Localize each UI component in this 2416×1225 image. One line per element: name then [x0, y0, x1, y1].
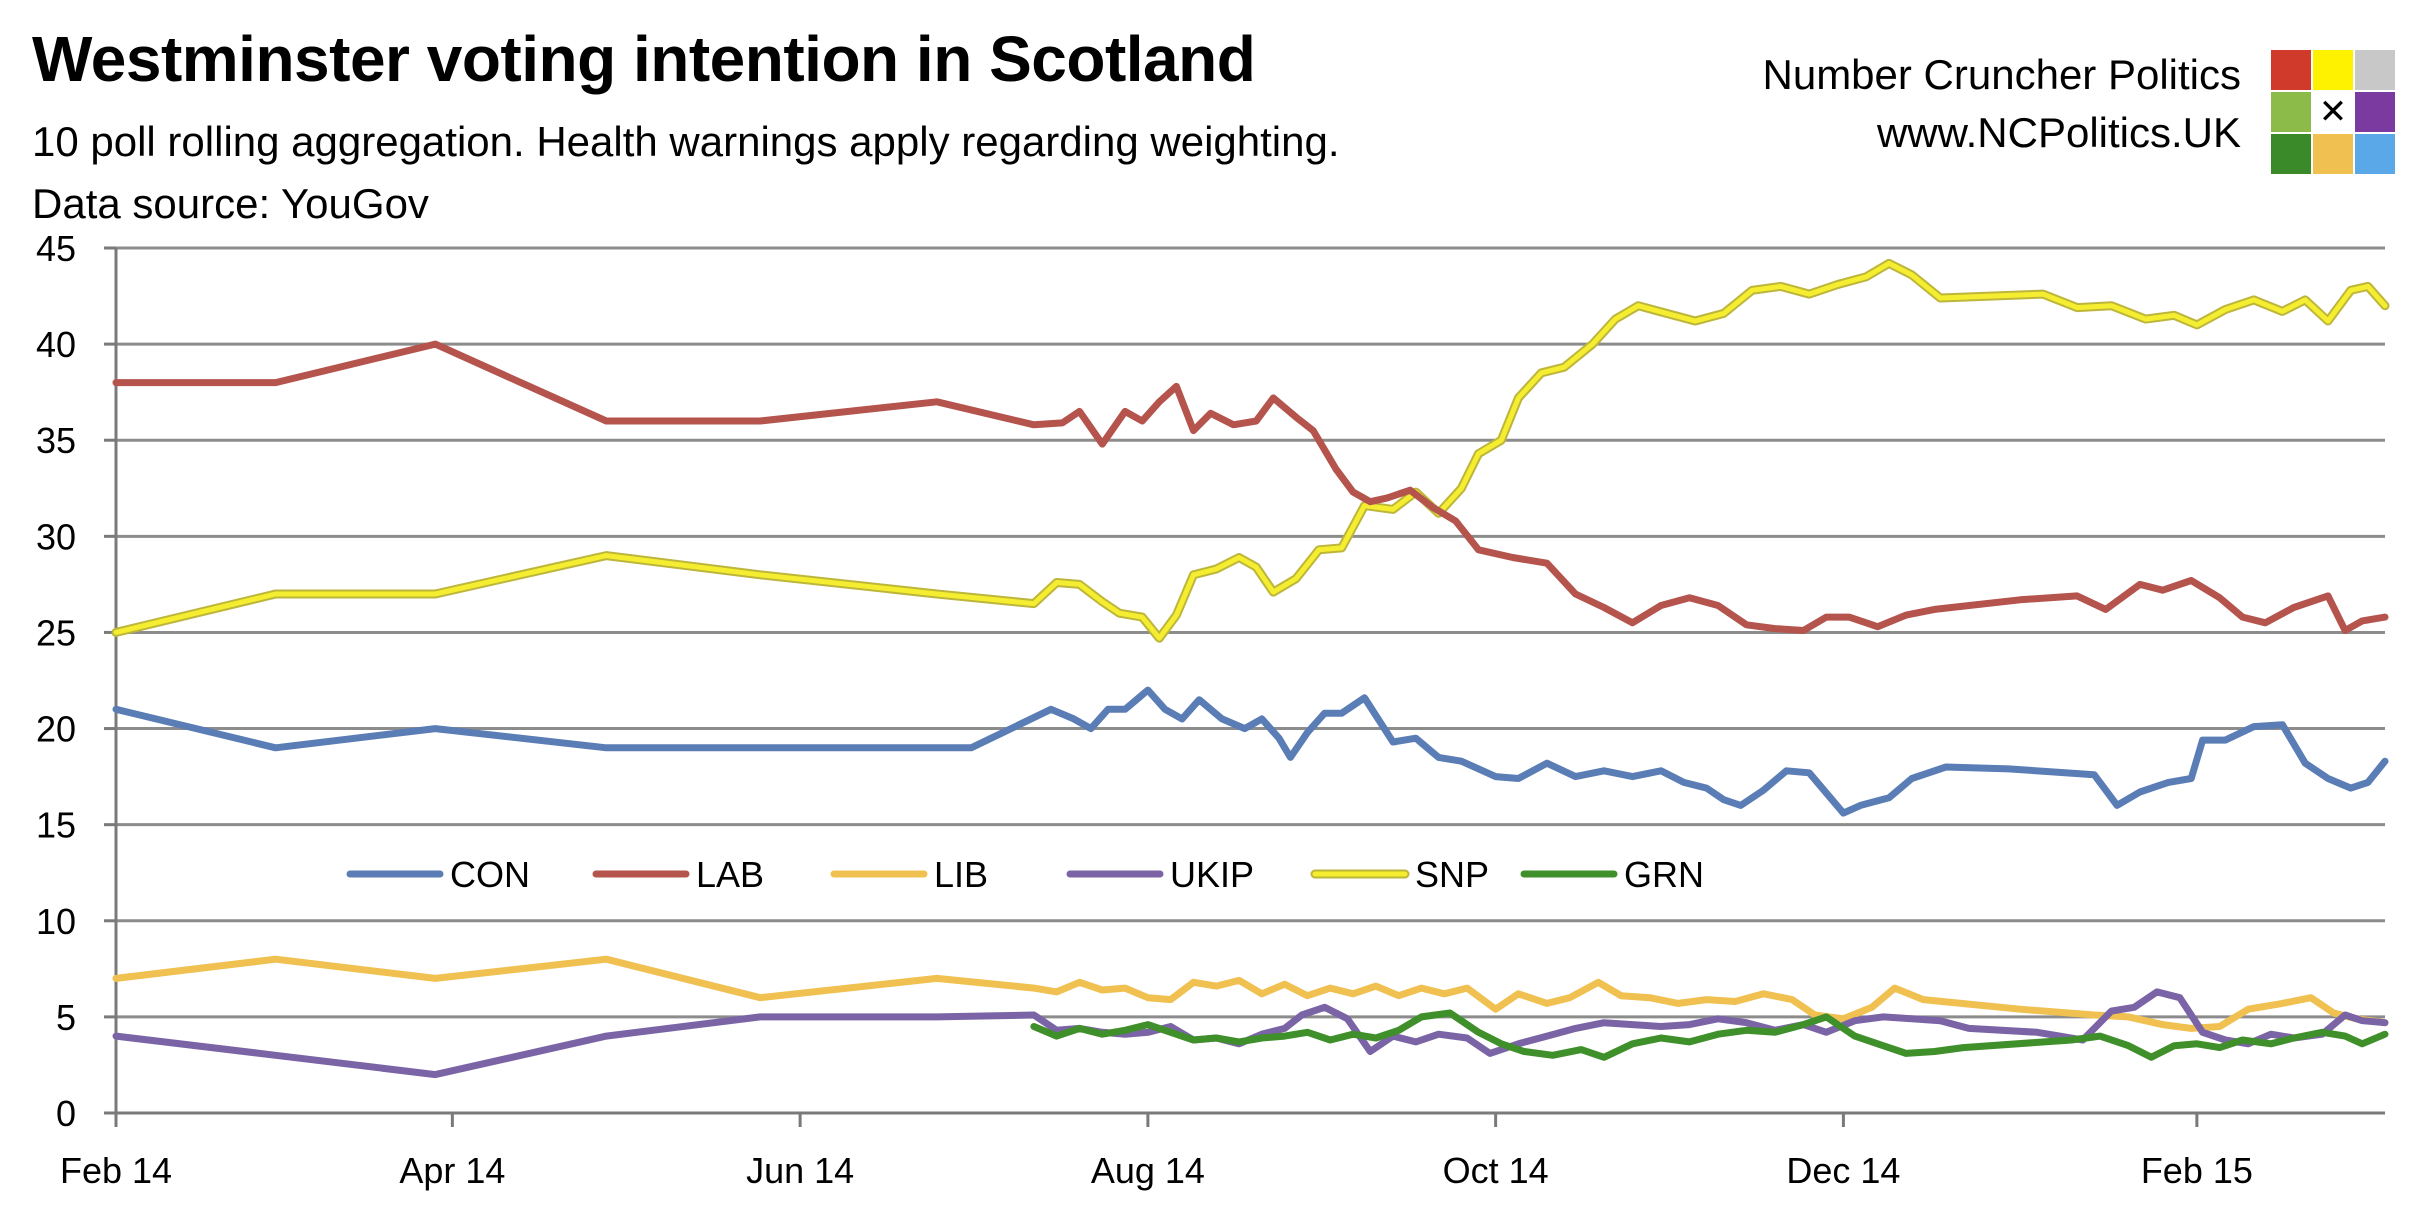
ballot-cross-icon: ✕ — [2313, 92, 2353, 132]
logo-green-cell — [2271, 134, 2311, 174]
y-tick-label-35: 35 — [36, 420, 76, 461]
brand-name: Number Cruncher Politics — [1762, 51, 2242, 98]
legend-item-lab: LAB — [592, 854, 764, 895]
legend-item-grn: GRN — [1520, 854, 1704, 895]
chart-title: Westminster voting intention in Scotland — [32, 23, 1256, 95]
legend-label-con: CON — [450, 854, 530, 895]
series-line-grn — [1030, 1009, 2389, 1061]
series-line-snp — [113, 260, 2388, 641]
legend-label-lab: LAB — [696, 854, 764, 895]
x-tick-label-feb-14: Feb 14 — [60, 1150, 172, 1191]
y-tick-label-45: 45 — [36, 228, 76, 269]
legend-label-ukip: UKIP — [1170, 854, 1254, 895]
legend-item-con: CON — [346, 854, 530, 895]
y-axis-tick-labels: 0 5 10 15 20 25 30 35 40 45 — [36, 228, 76, 1134]
x-tick-label-dec-14: Dec 14 — [1786, 1150, 1900, 1191]
x-tick-label-aug-14: Aug 14 — [1091, 1150, 1205, 1191]
y-tick-label-30: 30 — [36, 516, 76, 557]
legend-label-lib: LIB — [934, 854, 988, 895]
legend-item-snp: SNP — [1310, 854, 1489, 895]
data-source-note: Data source: YouGov — [32, 180, 429, 227]
y-tick-label-40: 40 — [36, 324, 76, 365]
logo-yellow-cell — [2313, 50, 2353, 90]
series-line-snp-outline — [111, 258, 2390, 643]
logo-purple-cell — [2355, 92, 2395, 132]
chart-axes — [104, 246, 2385, 1127]
y-tick-label-25: 25 — [36, 612, 76, 653]
series-line-lab — [112, 340, 2389, 634]
series-line-con — [112, 686, 2389, 817]
x-tick-label-feb-15: Feb 15 — [2141, 1150, 2253, 1191]
brand-block: Number Cruncher Politics www.NCPolitics.… — [1763, 46, 2242, 162]
logo-grey-cell — [2355, 50, 2395, 90]
legend-label-grn: GRN — [1624, 854, 1704, 895]
brand-logo: ✕ — [2271, 50, 2395, 174]
brand-url[interactable]: www.NCPolitics.UK — [1876, 109, 2241, 156]
logo-blue-cell — [2355, 134, 2395, 174]
y-tick-label-5: 5 — [56, 997, 76, 1038]
chart-gridlines — [116, 246, 2385, 1019]
x-axis-tick-labels: Feb 14 Apr 14 Jun 14 Aug 14 Oct 14 Dec 14 Feb … — [60, 1150, 2253, 1191]
series-line-lib — [112, 955, 2389, 1032]
x-tick-label-apr-14: Apr 14 — [399, 1150, 505, 1191]
y-tick-label-20: 20 — [36, 709, 76, 750]
y-tick-label-15: 15 — [36, 805, 76, 846]
legend-item-ukip: UKIP — [1066, 854, 1254, 895]
series-line-ukip — [112, 988, 2389, 1079]
legend-label-snp: SNP — [1415, 854, 1489, 895]
logo-lime-cell — [2271, 92, 2311, 132]
logo-gold-cell — [2313, 134, 2353, 174]
legend-item-lib: LIB — [830, 854, 988, 895]
chart-subtitle: 10 poll rolling aggregation. Health warn… — [32, 118, 1340, 165]
logo-red-cell — [2271, 50, 2311, 90]
x-tick-label-oct-14: Oct 14 — [1443, 1150, 1549, 1191]
x-tick-label-jun-14: Jun 14 — [746, 1150, 854, 1191]
y-tick-label-0: 0 — [56, 1093, 76, 1134]
chart-legend: CON LAB LIB UKIP SNP GRN — [346, 854, 1704, 895]
chart-series-lines — [111, 258, 2390, 1079]
y-tick-label-10: 10 — [36, 901, 76, 942]
